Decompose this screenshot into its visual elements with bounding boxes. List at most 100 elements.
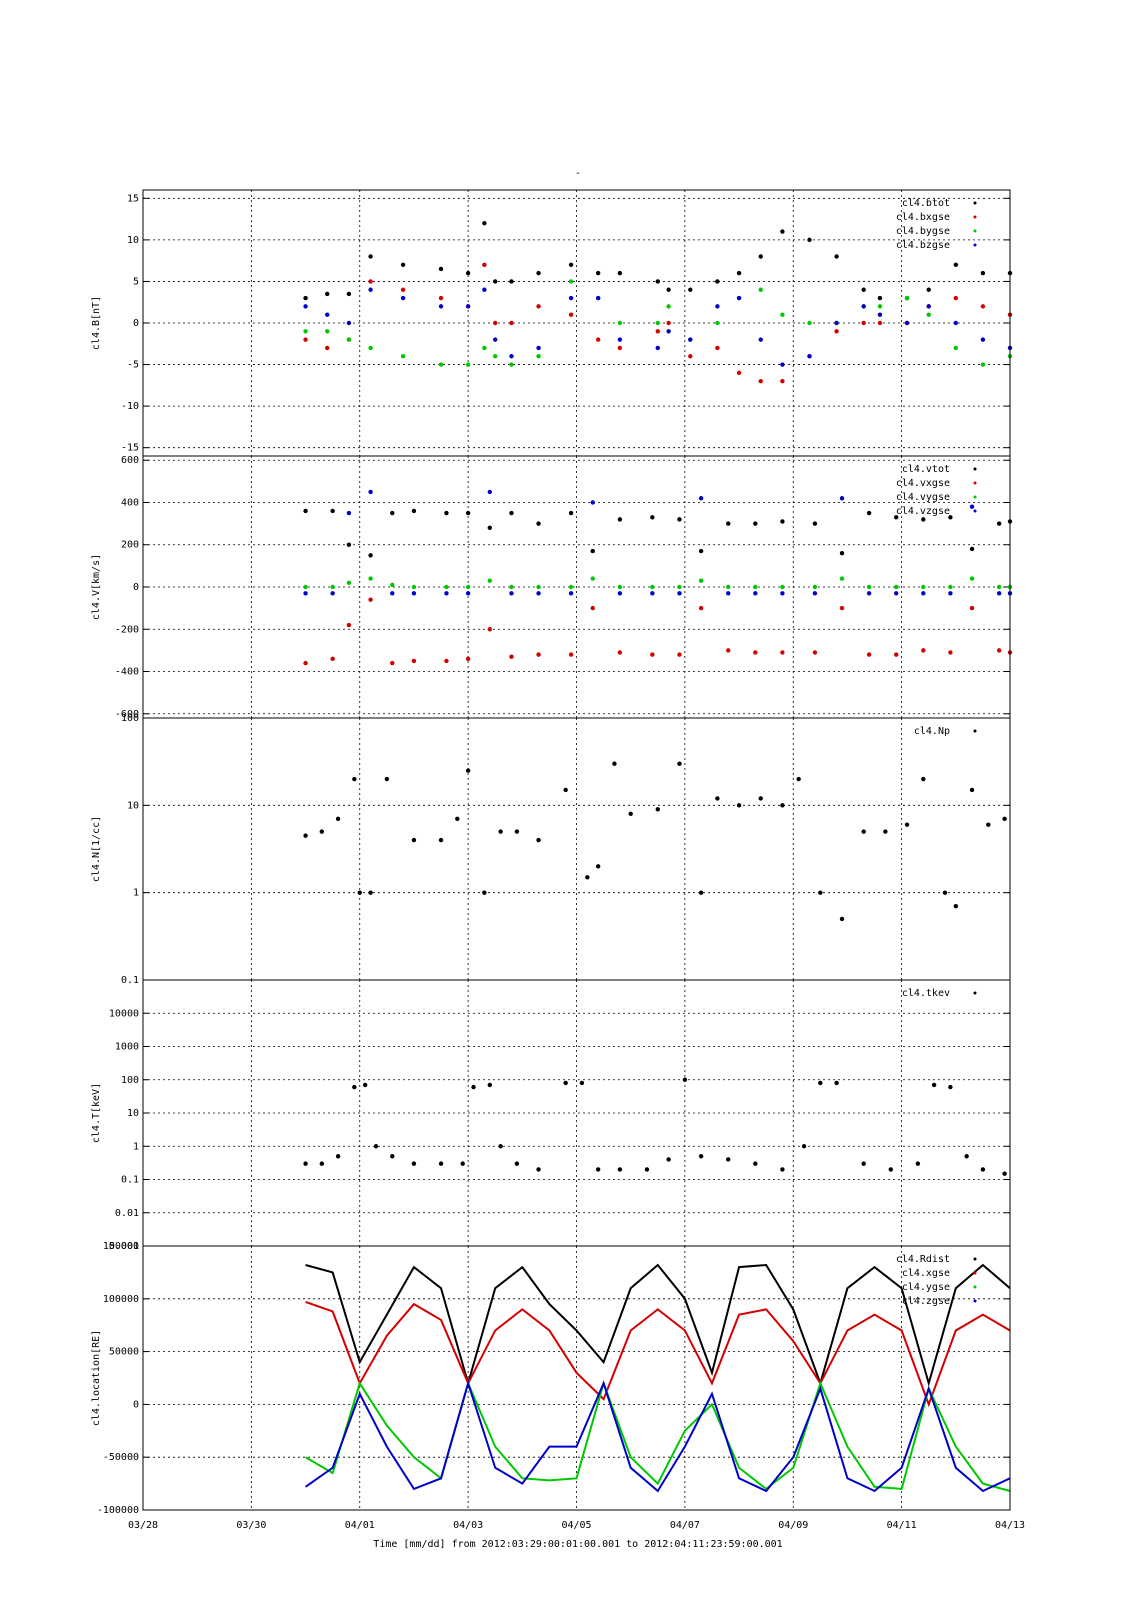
- data-point: [996, 648, 1002, 653]
- data-point: [980, 337, 986, 342]
- data-point: [861, 829, 866, 834]
- series-cl4-Np: [303, 761, 1007, 922]
- legend-entry: cl4.Np: [914, 726, 950, 737]
- y-tick-label: 10: [127, 1108, 139, 1119]
- data-point: [612, 761, 617, 766]
- data-point: [465, 591, 471, 596]
- data-point: [753, 521, 758, 526]
- y-tick-label: 0: [133, 318, 139, 329]
- y-tick-label: -10: [121, 401, 139, 412]
- data-point: [465, 362, 471, 367]
- data-point: [736, 270, 742, 276]
- data-point: [666, 287, 671, 292]
- series-cl4-tkev: [303, 1077, 1007, 1176]
- series-cl4-vzgse: [303, 489, 1013, 596]
- data-point: [677, 652, 682, 657]
- y-tick-label: 0.01: [115, 1208, 139, 1219]
- legend-entry: cl4.vtot: [902, 464, 950, 475]
- legend-marker: [973, 991, 977, 995]
- data-point: [904, 822, 910, 827]
- data-point: [726, 584, 731, 590]
- data-point: [373, 1144, 379, 1149]
- x-axis-ticks: 03/28 03/30 04/01 04/03 04/05 04/07 04/09 04/11…: [128, 1520, 1025, 1531]
- data-point: [753, 584, 758, 590]
- data-point: [368, 287, 373, 292]
- data-point: [736, 370, 742, 376]
- data-point: [953, 345, 959, 351]
- series-line: [305, 1380, 1011, 1492]
- data-point: [812, 591, 818, 596]
- data-point: [861, 320, 866, 326]
- data-point: [346, 291, 352, 297]
- data-point: [780, 591, 785, 596]
- legend-marker: [973, 495, 977, 499]
- data-point: [568, 312, 574, 317]
- data-point: [666, 329, 671, 334]
- data-point: [677, 517, 682, 522]
- data-point: [438, 362, 444, 367]
- y-tick-label: 1: [133, 888, 139, 899]
- data-point: [346, 542, 352, 547]
- data-point: [894, 584, 899, 590]
- y-tick-label: 0.1: [121, 1175, 139, 1186]
- data-point: [595, 295, 601, 301]
- x-tick-label: 04/01: [345, 1520, 375, 1531]
- panel-3: 0.1 1 10 100 cl4.N[1/cc] cl4.Np: [91, 713, 1011, 986]
- data-point: [726, 591, 731, 596]
- data-point: [444, 510, 449, 516]
- data-point: [818, 1080, 823, 1086]
- data-point: [617, 1167, 623, 1172]
- data-point: [568, 295, 574, 301]
- data-point: [303, 660, 308, 666]
- data-point: [595, 864, 601, 869]
- y-tick-label: -400: [115, 667, 139, 678]
- data-point: [368, 489, 373, 495]
- data-point: [536, 652, 541, 657]
- y-tick-label: -100000: [97, 1505, 139, 1516]
- legend-marker: [973, 467, 977, 471]
- data-point: [368, 279, 373, 284]
- data-point: [736, 295, 742, 301]
- x-tick-label: 04/09: [778, 1520, 808, 1531]
- legend-entry: cl4.bzgse: [896, 240, 950, 251]
- data-point: [758, 254, 763, 259]
- panel-2: -600 -400 -200 0 200 400 600 cl4.V[km/s] cl4.vto…: [91, 455, 1013, 720]
- data-point: [368, 254, 373, 259]
- data-point: [536, 345, 541, 351]
- data-point: [866, 652, 872, 657]
- y-tick-label: 0: [133, 1399, 139, 1410]
- data-point: [368, 890, 373, 895]
- data-point: [861, 287, 866, 292]
- data-point: [834, 1080, 839, 1086]
- data-point: [698, 548, 704, 554]
- data-point: [904, 295, 910, 301]
- data-point: [953, 295, 959, 301]
- data-point: [444, 591, 449, 596]
- data-point: [303, 329, 308, 334]
- data-point: [487, 525, 492, 531]
- y-tick-label: 400: [121, 497, 139, 508]
- data-point: [780, 362, 785, 367]
- data-point: [780, 803, 785, 808]
- data-point: [655, 807, 660, 812]
- data-point: [509, 654, 514, 659]
- y-tick-label: 100000: [103, 1294, 139, 1305]
- y-tick-label: -600: [115, 709, 139, 720]
- data-point: [715, 304, 720, 309]
- data-point: [628, 811, 633, 816]
- legend-marker: [973, 1257, 977, 1261]
- data-point: [926, 312, 931, 317]
- data-point: [866, 591, 872, 596]
- data-point: [346, 320, 352, 326]
- legend-marker: [973, 1299, 977, 1303]
- plot-title: -: [575, 168, 581, 179]
- data-point: [509, 354, 514, 359]
- data-point: [465, 768, 471, 773]
- data-point: [980, 304, 986, 309]
- data-point: [688, 354, 693, 359]
- data-point: [390, 1154, 395, 1159]
- data-point: [948, 515, 953, 520]
- data-point: [325, 329, 330, 334]
- data-point: [563, 1080, 568, 1086]
